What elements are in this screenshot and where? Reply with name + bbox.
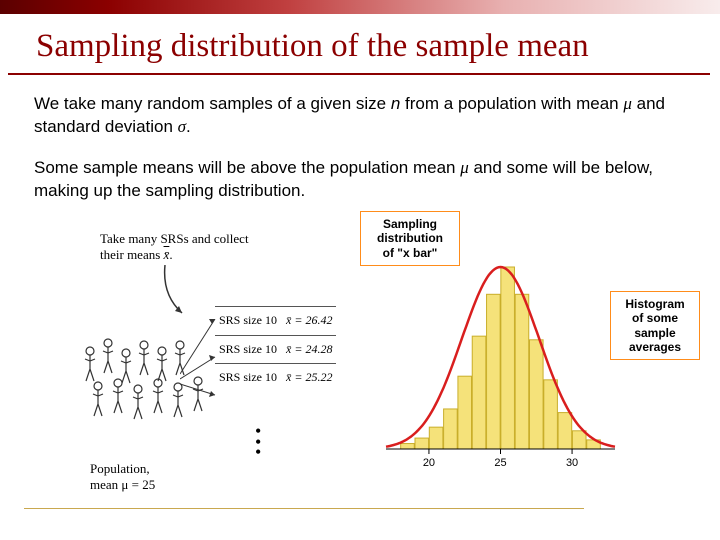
sampling-distribution-chart: 20 25 30 bbox=[378, 261, 623, 486]
srs-intro-l2: their means bbox=[100, 247, 164, 262]
c1-l2: distribution bbox=[377, 231, 443, 245]
paragraph-2: Some sample means will be above the popu… bbox=[34, 157, 686, 203]
callout-histogram: Histogram of some sample averages bbox=[610, 291, 700, 361]
srs-line: SRS size 10 x̄ = 24.28 bbox=[215, 335, 336, 361]
srs-line: SRS size 10 x̄ = 25.22 bbox=[215, 363, 336, 389]
c2-l3: sample bbox=[634, 326, 675, 340]
vertical-dots-icon: ••• bbox=[255, 426, 261, 458]
c2-l2: of some bbox=[632, 311, 678, 325]
pop-l2: mean μ = 25 bbox=[90, 477, 155, 492]
p1-mu: μ bbox=[623, 94, 632, 113]
srs-label: SRS size 10 bbox=[219, 342, 277, 356]
srs-label: SRS size 10 bbox=[219, 313, 277, 327]
figure-area: Take many SRSs and collect their means x… bbox=[0, 221, 720, 521]
p2-mu: μ bbox=[460, 158, 469, 177]
c2-l4: averages bbox=[629, 340, 681, 354]
p2-pre: Some sample means will be above the popu… bbox=[34, 158, 460, 177]
body-text: We take many random samples of a given s… bbox=[0, 75, 720, 203]
svg-text:20: 20 bbox=[423, 457, 435, 469]
srs-lines: SRS size 10 x̄ = 26.42 SRS size 10 x̄ = … bbox=[215, 306, 336, 392]
slide-title: Sampling distribution of the sample mean bbox=[8, 14, 710, 75]
srs-xbar: x̄ = 24.28 bbox=[286, 342, 332, 356]
c2-l1: Histogram bbox=[625, 297, 684, 311]
srs-intro-end: . bbox=[169, 247, 172, 262]
p1-end: . bbox=[186, 117, 191, 136]
population-label: Population, mean μ = 25 bbox=[90, 461, 155, 494]
callout-sampling-dist: Sampling distribution of "x bar" bbox=[360, 211, 460, 266]
p1-sigma: σ bbox=[178, 117, 186, 136]
srs-xbar: x̄ = 25.22 bbox=[286, 370, 332, 384]
left-figure: Take many SRSs and collect their means x… bbox=[100, 231, 360, 511]
intro-arrow-icon bbox=[160, 265, 200, 320]
pop-l1: Population, bbox=[90, 461, 150, 476]
c1-l3: of "x bar" bbox=[383, 246, 438, 260]
top-accent-bar bbox=[0, 0, 720, 14]
p1-n: n bbox=[391, 94, 400, 113]
p1-pre: We take many random samples of a given s… bbox=[34, 94, 391, 113]
srs-xbar: x̄ = 26.42 bbox=[286, 313, 332, 327]
srs-label: SRS size 10 bbox=[219, 370, 277, 384]
svg-text:25: 25 bbox=[494, 457, 506, 469]
bottom-rule bbox=[24, 508, 584, 509]
paragraph-1: We take many random samples of a given s… bbox=[34, 93, 686, 139]
chart-svg: 20 25 30 bbox=[378, 261, 623, 486]
srs-line: SRS size 10 x̄ = 26.42 bbox=[215, 306, 336, 332]
svg-text:30: 30 bbox=[566, 457, 578, 469]
srs-intro: Take many SRSs and collect their means x… bbox=[100, 231, 360, 264]
p1-mid: from a population with mean bbox=[400, 94, 623, 113]
srs-intro-l1: Take many SRSs and collect bbox=[100, 231, 249, 246]
c1-l1: Sampling bbox=[383, 217, 437, 231]
